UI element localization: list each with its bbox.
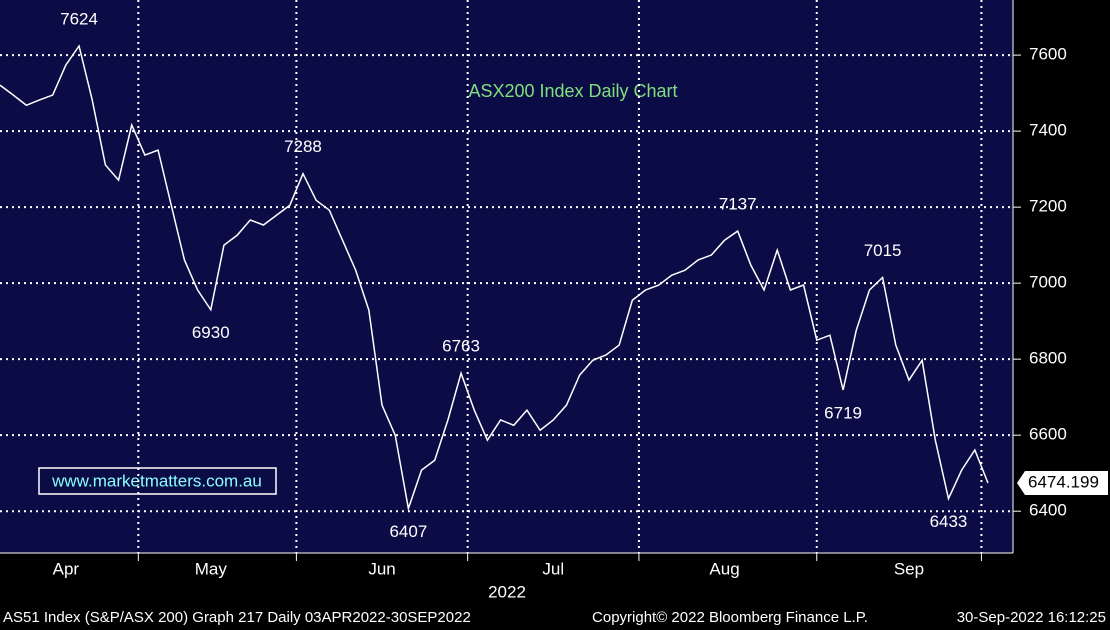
plot-background (0, 0, 1013, 553)
x-tick-label: Jul (542, 559, 564, 578)
y-tick-label: 7600 (1029, 45, 1067, 64)
last-value-box (1017, 470, 1108, 495)
annotation: 6930 (192, 323, 230, 342)
x-tick-label: Aug (709, 559, 739, 578)
y-tick-label: 6600 (1029, 425, 1067, 444)
y-tick-label: 7400 (1029, 121, 1067, 140)
footer-left: AS51 Index (S&P/ASX 200) Graph 217 Daily… (3, 609, 471, 626)
y-tick-label: 6800 (1029, 349, 1067, 368)
annotation: 7137 (719, 195, 757, 214)
x-tick-label: Jun (368, 559, 395, 578)
watermark-box (38, 467, 277, 495)
footer-right: 30-Sep-2022 16:12:25 (957, 609, 1106, 626)
annotation: 6407 (389, 522, 427, 541)
y-tick-label: 7000 (1029, 273, 1067, 292)
footer-center: Copyright© 2022 Bloomberg Finance L.P. (592, 609, 868, 626)
annotation: 7624 (60, 9, 98, 28)
last-value-label: 6474.199 (1028, 472, 1099, 491)
y-tick-label: 7200 (1029, 197, 1067, 216)
x-tick-label: May (195, 559, 228, 578)
footer-bar (0, 605, 1110, 630)
x-tick-label: Apr (53, 559, 80, 578)
annotation: 6719 (824, 403, 862, 422)
annotation: 6433 (930, 512, 968, 531)
y-tick-label: 6400 (1029, 501, 1067, 520)
annotation: 7288 (284, 137, 322, 156)
x-tick-label: Sep (894, 559, 924, 578)
price-line (0, 44, 989, 512)
year-label: 2022 (488, 582, 526, 601)
watermark: www.marketmatters.com.au (51, 471, 262, 490)
chart-title: ASX200 Index Daily Chart (468, 81, 677, 101)
annotation: 6763 (442, 337, 480, 356)
annotation: 7015 (864, 241, 902, 260)
